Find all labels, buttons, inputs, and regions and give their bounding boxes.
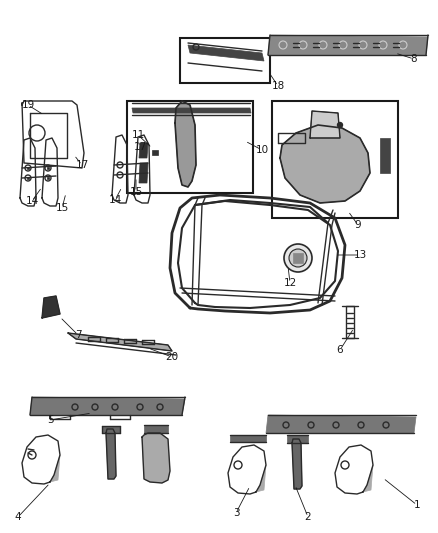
Polygon shape: [132, 108, 251, 113]
Polygon shape: [280, 125, 370, 203]
Text: 15: 15: [129, 187, 143, 197]
Text: 14: 14: [25, 196, 39, 206]
Polygon shape: [266, 415, 416, 433]
Polygon shape: [139, 143, 148, 158]
Polygon shape: [106, 429, 116, 479]
Text: 13: 13: [353, 250, 367, 260]
Text: 7: 7: [75, 330, 81, 340]
Polygon shape: [188, 45, 264, 61]
Polygon shape: [30, 397, 185, 415]
Polygon shape: [380, 138, 390, 173]
Text: 18: 18: [272, 81, 285, 91]
Text: 15: 15: [55, 203, 69, 213]
Bar: [180, 38, 270, 83]
Polygon shape: [142, 433, 170, 483]
Polygon shape: [293, 253, 303, 263]
Text: 10: 10: [255, 145, 268, 155]
Circle shape: [338, 123, 343, 127]
Polygon shape: [68, 333, 172, 351]
Text: 1: 1: [413, 500, 420, 510]
Bar: [272, 101, 398, 218]
Polygon shape: [230, 435, 266, 442]
Text: 19: 19: [21, 100, 35, 110]
Polygon shape: [310, 111, 340, 138]
Polygon shape: [363, 465, 373, 492]
Polygon shape: [50, 455, 60, 482]
Polygon shape: [139, 163, 148, 183]
Polygon shape: [175, 101, 196, 187]
Polygon shape: [27, 167, 29, 169]
Circle shape: [284, 244, 312, 272]
Text: 2: 2: [305, 512, 311, 522]
Circle shape: [289, 249, 307, 267]
Text: 11: 11: [131, 130, 145, 140]
Polygon shape: [287, 435, 308, 443]
Bar: [127, 101, 253, 193]
Text: 17: 17: [134, 142, 147, 152]
Text: 17: 17: [75, 160, 88, 170]
Text: 20: 20: [166, 352, 179, 362]
Polygon shape: [27, 177, 29, 179]
Text: 12: 12: [283, 278, 297, 288]
Polygon shape: [152, 150, 158, 155]
Text: 14: 14: [108, 195, 122, 205]
Polygon shape: [42, 296, 60, 318]
Polygon shape: [144, 425, 168, 433]
Polygon shape: [256, 465, 266, 492]
Polygon shape: [102, 426, 120, 433]
Text: 5: 5: [47, 415, 53, 425]
Polygon shape: [47, 177, 49, 179]
Polygon shape: [268, 35, 428, 55]
Text: 4: 4: [15, 512, 21, 522]
Polygon shape: [292, 439, 302, 489]
Text: 9: 9: [355, 220, 361, 230]
Text: 3: 3: [233, 508, 239, 518]
Text: 6: 6: [337, 345, 343, 355]
Polygon shape: [47, 167, 49, 169]
Text: 8: 8: [411, 54, 417, 64]
